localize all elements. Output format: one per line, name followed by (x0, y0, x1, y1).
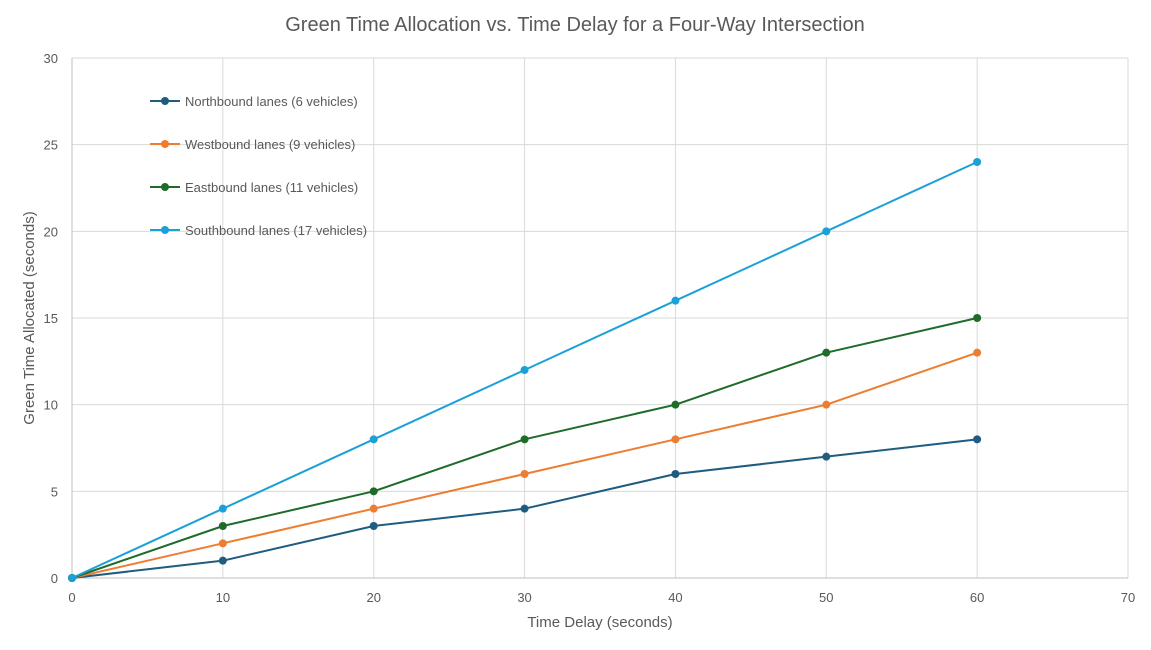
y-tick-label: 0 (51, 571, 58, 586)
data-point (671, 296, 680, 305)
legend-item: Southbound lanes (17 vehicles) (150, 223, 367, 238)
series-2 (68, 314, 982, 582)
data-point (671, 400, 680, 409)
data-point (520, 470, 529, 478)
tick-labels: 0 10 20 30 40 50 60 70 0 5 10 15 20 25 30 (44, 51, 1136, 605)
legend: Northbound lanes (6 vehicles) Westbound l… (150, 94, 367, 238)
data-point (973, 158, 982, 166)
legend-label: Westbound lanes (9 vehicles) (185, 137, 355, 152)
legend-marker (161, 140, 169, 148)
data-point (369, 487, 378, 496)
legend-marker (161, 226, 169, 234)
x-axis-title: Time Delay (seconds) (527, 614, 672, 631)
y-tick-label: 30 (44, 51, 58, 66)
y-tick-label: 20 (44, 224, 58, 239)
data-point (68, 574, 76, 582)
data-point (218, 522, 227, 530)
data-point (822, 400, 831, 409)
x-tick-label: 20 (366, 590, 380, 605)
data-point (369, 522, 378, 530)
legend-item: Westbound lanes (9 vehicles) (150, 137, 355, 152)
chart-title: Green Time Allocation vs. Time Delay for… (285, 14, 864, 36)
data-point (369, 504, 378, 513)
y-tick-label: 15 (44, 311, 58, 326)
series-3 (68, 158, 982, 582)
x-tick-label: 40 (668, 590, 682, 605)
legend-label: Northbound lanes (6 vehicles) (185, 94, 358, 109)
data-point (218, 556, 227, 565)
x-tick-label: 70 (1121, 590, 1135, 605)
y-tick-label: 25 (44, 138, 58, 153)
y-tick-label: 5 (51, 484, 58, 499)
x-tick-label: 0 (68, 590, 75, 605)
data-point (218, 504, 227, 513)
data-point (520, 504, 529, 513)
data-point (671, 470, 680, 478)
x-tick-label: 60 (970, 590, 984, 605)
data-point (369, 435, 378, 444)
legend-label: Eastbound lanes (11 vehicles) (185, 180, 358, 195)
series-lines (68, 158, 982, 582)
legend-item: Northbound lanes (6 vehicles) (150, 94, 358, 109)
legend-label: Southbound lanes (17 vehicles) (185, 223, 367, 238)
x-tick-label: 10 (216, 590, 230, 605)
y-axis-title: Green Time Allocated (seconds) (21, 211, 38, 424)
axes (71, 58, 1128, 579)
data-point (973, 435, 982, 444)
data-point (520, 366, 529, 374)
legend-item: Eastbound lanes (11 vehicles) (150, 180, 358, 195)
x-tick-label: 30 (517, 590, 531, 605)
data-point (822, 227, 831, 236)
data-point (822, 452, 831, 461)
data-point (973, 314, 982, 322)
data-point (520, 435, 529, 444)
y-tick-label: 10 (44, 398, 58, 413)
data-point (218, 539, 227, 548)
legend-marker (161, 97, 169, 105)
x-tick-label: 50 (819, 590, 833, 605)
legend-marker (161, 183, 169, 191)
data-point (822, 348, 831, 357)
gridlines (72, 57, 1129, 578)
data-point (671, 435, 680, 444)
data-point (973, 348, 982, 357)
